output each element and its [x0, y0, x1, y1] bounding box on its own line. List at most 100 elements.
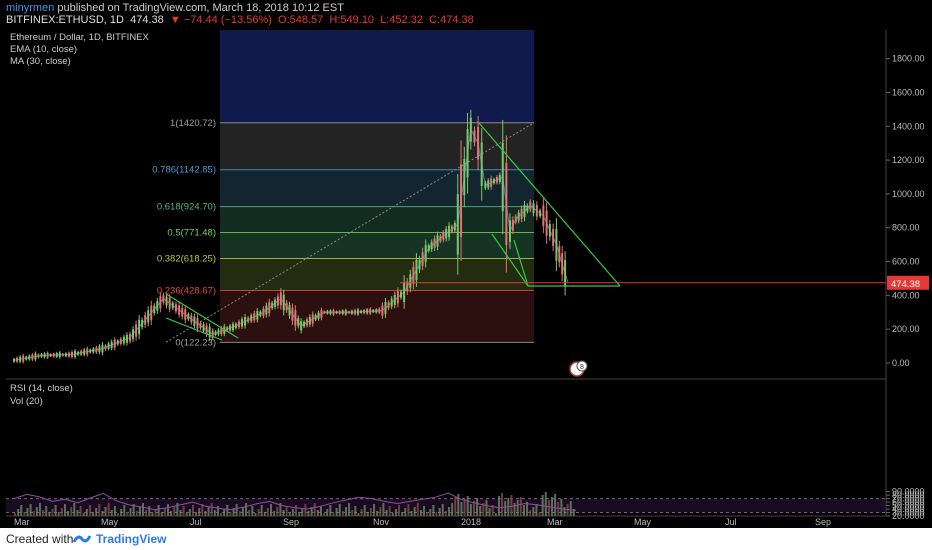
- volume-bar: [35, 507, 38, 516]
- fib-zone-0: [220, 122, 534, 170]
- candle-body: [357, 309, 360, 315]
- volume-bar: [323, 513, 326, 516]
- candle-body: [400, 291, 403, 298]
- candle-body: [34, 353, 37, 360]
- candle-body: [171, 302, 174, 309]
- volume-bar: [163, 508, 166, 516]
- trendline-inner-b: [513, 239, 529, 287]
- volume-bar: [185, 513, 188, 516]
- volume-bar: [257, 509, 260, 516]
- legend-rsi[interactable]: RSI (14, close): [10, 383, 73, 394]
- volume-bar: [295, 505, 297, 516]
- legend-ema[interactable]: EMA (10, close): [10, 44, 78, 55]
- candle-body: [294, 310, 297, 326]
- fib-zone-1: [220, 169, 534, 207]
- volume-bar: [60, 508, 63, 516]
- candle-body: [508, 220, 511, 242]
- candle-body: [67, 352, 70, 357]
- volume-bar: [241, 507, 244, 516]
- x-tick-label: Jul: [190, 517, 202, 527]
- volume-bar: [170, 511, 173, 516]
- candle-body: [25, 356, 28, 360]
- author-link[interactable]: minyrmen: [6, 2, 55, 14]
- volume-bar: [260, 505, 263, 516]
- legend-ma[interactable]: MA (30, close): [10, 56, 71, 67]
- candle-body: [347, 311, 350, 314]
- volume-bar: [535, 504, 538, 516]
- volume-bar: [554, 494, 557, 516]
- tradingview-brand[interactable]: TradingView: [96, 532, 167, 546]
- candle-body: [487, 180, 490, 188]
- candle-body: [317, 312, 320, 319]
- candle-body: [135, 324, 138, 337]
- created-with-label: Created with: [6, 532, 74, 546]
- candle-body: [439, 235, 442, 242]
- volume-bar: [363, 505, 366, 516]
- price-chart-canvas[interactable]: 1(1420.72) 0.786(1142.85) 0.618(924.70) 0.5…: [0, 0, 932, 528]
- volume-bar: [301, 508, 304, 516]
- volume-bar: [132, 504, 135, 516]
- volume-bar: [522, 505, 525, 516]
- open-value: O:548.57: [278, 14, 324, 26]
- legend-title: Ethereum / Dollar, 1D, BITFINEX: [10, 32, 149, 43]
- volume-bar: [354, 506, 357, 516]
- volume-bar: [151, 513, 154, 516]
- volume-bar: [85, 509, 88, 516]
- volume-bar: [444, 511, 447, 516]
- price-badge-bg: [887, 275, 929, 290]
- event-count-text: 8: [580, 364, 584, 371]
- rsi-tick-label: 20.0000: [892, 511, 925, 521]
- volume-bar: [276, 507, 279, 516]
- event-count-bubble: [576, 360, 588, 372]
- y-tick-label: 600.00: [892, 257, 920, 267]
- candle-body: [532, 203, 535, 214]
- candle-body: [71, 352, 74, 358]
- candle-body: [80, 350, 83, 355]
- volume-bar: [251, 506, 254, 516]
- volume-bar: [88, 505, 91, 516]
- fib-label-2: 0.618(924.70): [157, 202, 216, 213]
- candle-body: [285, 302, 288, 311]
- volume-bar: [472, 501, 475, 516]
- volume-bar: [447, 507, 450, 516]
- candle-body: [234, 323, 237, 328]
- fib-zone-4: [220, 258, 534, 291]
- candle-body: [46, 352, 49, 358]
- x-tick-label: 2018: [461, 517, 481, 527]
- candle-body: [450, 226, 453, 232]
- y-tick-label: 800.00: [892, 223, 920, 233]
- volume-bar: [410, 511, 413, 516]
- rsi-tick-label: 80.0000: [892, 490, 925, 500]
- volume-bar: [366, 512, 369, 516]
- volume-bar: [494, 513, 497, 516]
- volume-bar: [298, 512, 301, 516]
- volume-bar: [191, 505, 194, 516]
- volume-bar: [213, 510, 216, 516]
- y-tick-label: 400.00: [892, 290, 920, 300]
- volume-bar: [263, 512, 266, 516]
- candle-body: [430, 241, 433, 250]
- volume-bar: [29, 504, 32, 516]
- fib-zone-5: [220, 290, 534, 343]
- volume-bar: [519, 497, 522, 516]
- volume-bar: [373, 504, 376, 516]
- volume-bar: [388, 506, 391, 516]
- volume-bar: [516, 500, 519, 516]
- candle-body: [86, 348, 89, 355]
- candle-body: [384, 301, 387, 314]
- candle-body: [187, 314, 190, 320]
- candle-body: [279, 292, 282, 306]
- candle-body: [314, 315, 317, 320]
- rsi-tick-label: 90.0000: [892, 487, 925, 497]
- y-tick-label: 1200.00: [892, 155, 925, 165]
- candle-body: [178, 305, 181, 315]
- volume-bar: [351, 510, 354, 516]
- legend-vol[interactable]: Vol (20): [10, 396, 43, 407]
- candle-body: [181, 307, 184, 317]
- candle-body: [326, 310, 329, 314]
- candle-body: [353, 310, 356, 315]
- candle-body: [291, 307, 294, 321]
- candle-body: [535, 204, 538, 217]
- y-tick-label: 1600.00: [892, 87, 925, 97]
- volume-bar: [54, 505, 57, 516]
